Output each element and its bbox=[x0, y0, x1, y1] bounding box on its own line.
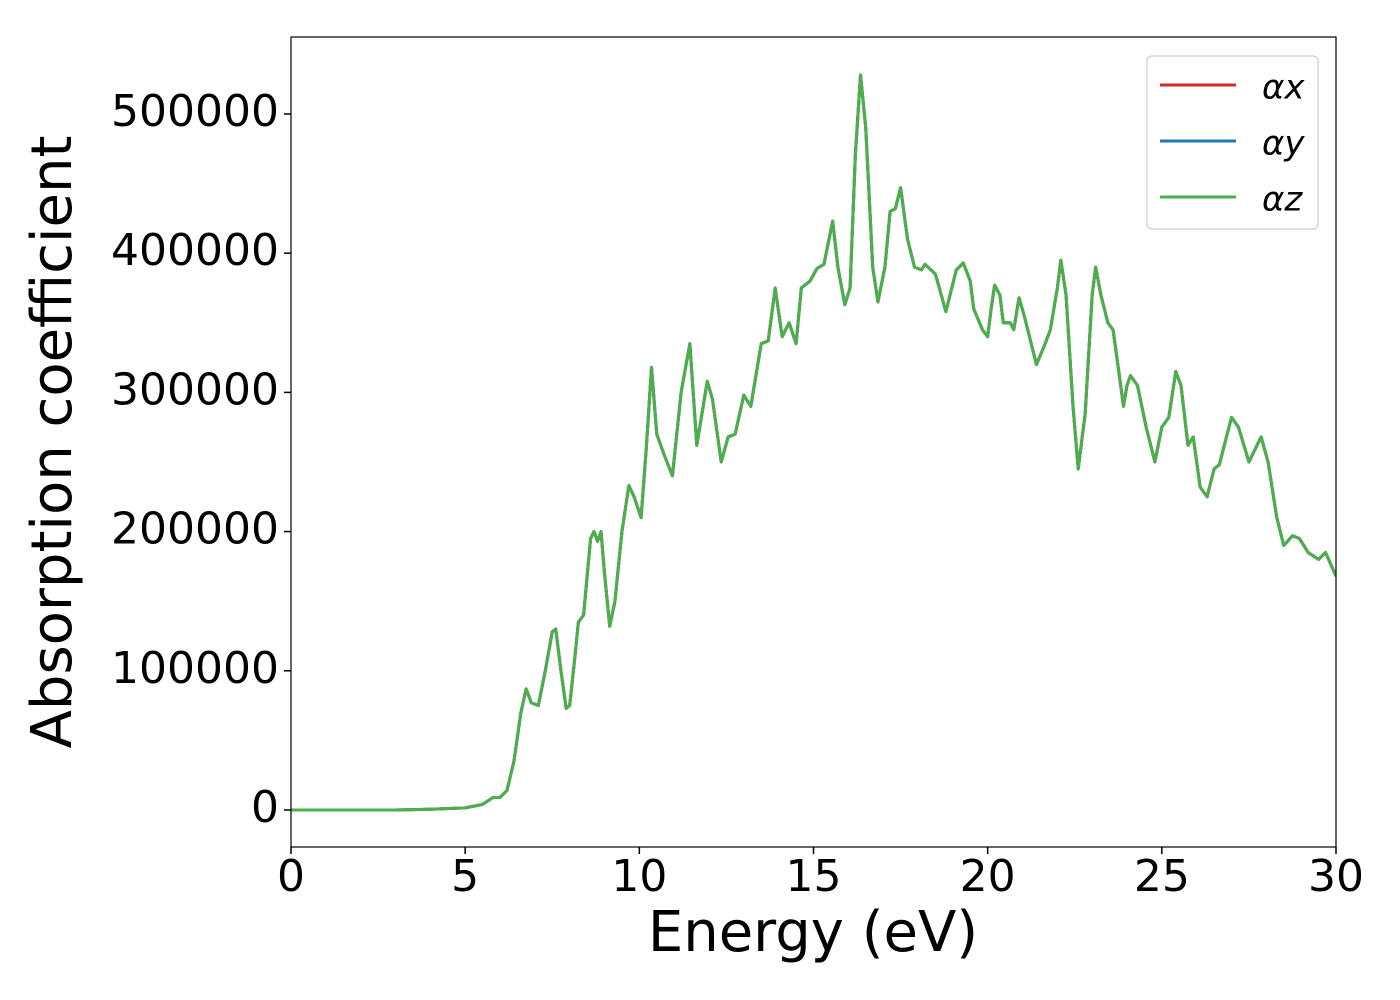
x-tick-label: 20 bbox=[960, 851, 1016, 902]
y-tick-label: 100000 bbox=[111, 643, 279, 694]
legend-label: αz bbox=[1262, 180, 1303, 220]
x-tick-label: 25 bbox=[1134, 851, 1190, 902]
y-tick-label: 200000 bbox=[111, 504, 279, 555]
y-tick-label: 400000 bbox=[111, 225, 279, 276]
x-tick-label: 10 bbox=[611, 851, 667, 902]
y-tick-label: 500000 bbox=[111, 86, 279, 137]
y-tick-label: 0 bbox=[251, 782, 279, 833]
y-tick-label: 300000 bbox=[111, 364, 279, 415]
legend-label: αx bbox=[1262, 68, 1305, 108]
x-tick-label: 0 bbox=[277, 851, 305, 902]
y-axis-label: Absorption coefficient bbox=[20, 136, 85, 749]
x-tick-label: 15 bbox=[786, 851, 842, 902]
x-tick-label: 30 bbox=[1308, 851, 1364, 902]
plot-frame bbox=[290, 36, 1337, 848]
legend-label: αy bbox=[1262, 124, 1305, 164]
x-tick-label: 5 bbox=[451, 851, 479, 902]
line-series bbox=[291, 73, 1336, 812]
x-axis-label: Energy (eV) bbox=[648, 900, 978, 965]
